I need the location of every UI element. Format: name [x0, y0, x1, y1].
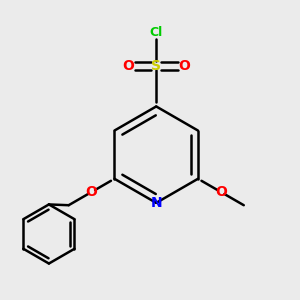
- Text: Cl: Cl: [150, 26, 163, 39]
- Text: O: O: [178, 59, 190, 73]
- Text: O: O: [215, 185, 227, 199]
- Text: N: N: [150, 196, 162, 210]
- Text: O: O: [122, 59, 134, 73]
- Text: S: S: [151, 59, 161, 73]
- Text: O: O: [85, 185, 98, 199]
